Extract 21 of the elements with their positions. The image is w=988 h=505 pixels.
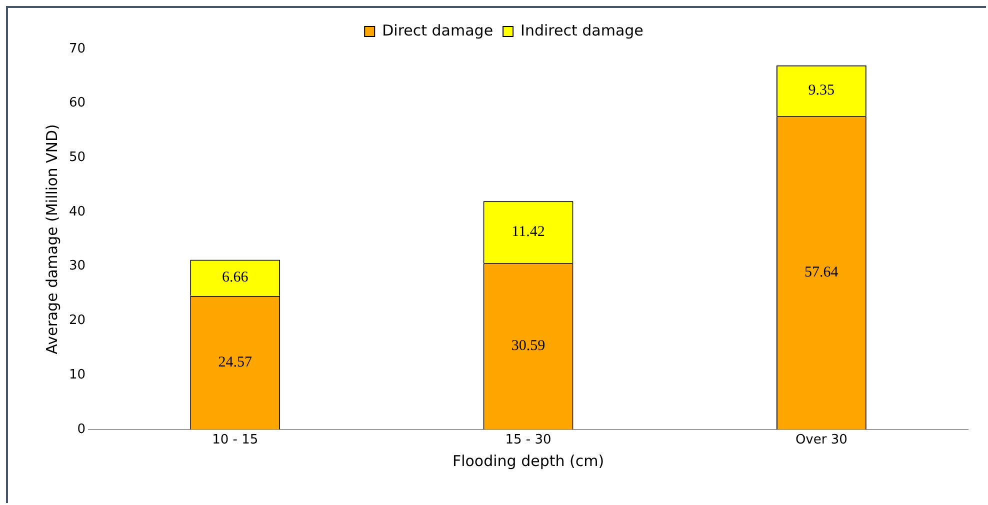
y-axis-title: Average damage (Million VND) <box>42 124 61 354</box>
data-label: 9.35 <box>808 82 835 99</box>
x-tick-label: 10 - 15 <box>212 432 258 448</box>
legend-label: Indirect damage <box>520 21 644 40</box>
y-tick-label: 30 <box>68 258 86 274</box>
y-tick-label: 10 <box>68 367 86 382</box>
legend-label: Direct damage <box>382 21 494 40</box>
data-label: 11.42 <box>512 224 545 240</box>
data-label: 30.59 <box>511 338 546 354</box>
y-tick-label: 0 <box>77 422 86 437</box>
y-tick-label: 50 <box>68 150 86 166</box>
data-label: 6.66 <box>222 270 249 286</box>
x-tick-label: 15 - 30 <box>505 432 552 448</box>
data-label: 57.64 <box>804 264 839 281</box>
y-tick-label: 40 <box>68 204 86 220</box>
x-tick-label: Over 30 <box>795 432 848 448</box>
y-tick-label: 70 <box>68 41 86 56</box>
x-axis-title: Flooding depth (cm) <box>452 452 604 470</box>
data-label: 24.57 <box>218 354 252 371</box>
y-tick-label: 20 <box>68 313 86 328</box>
y-tick-label: 60 <box>68 96 86 111</box>
